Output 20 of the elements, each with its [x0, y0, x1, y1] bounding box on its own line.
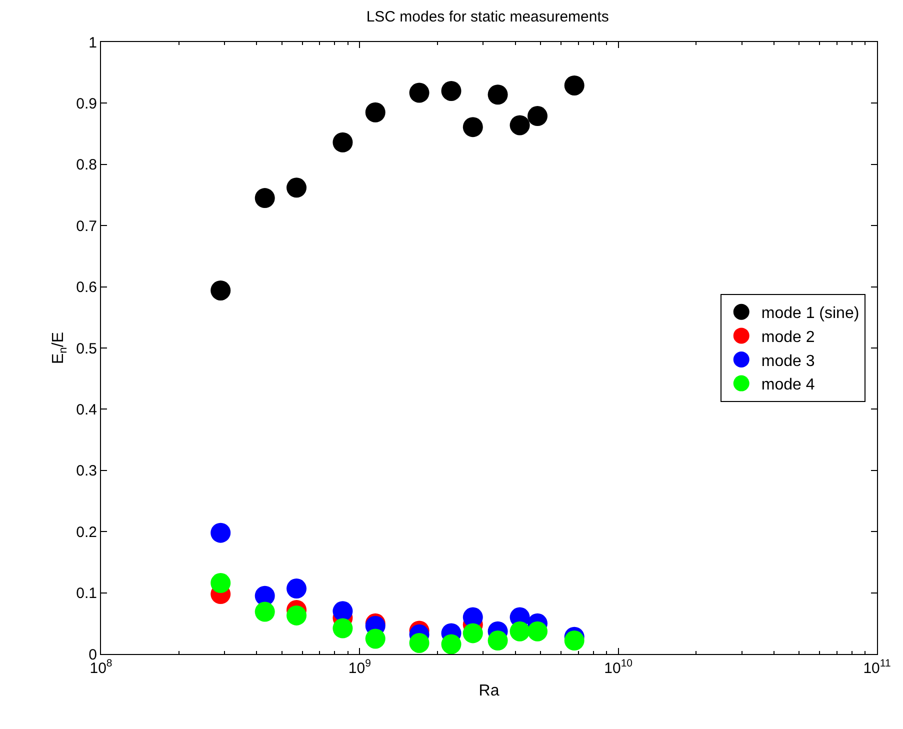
- x-tick-label: 10$^{9}$: [348, 658, 372, 677]
- legend-label: mode 1 (sine): [761, 305, 860, 322]
- y-tick-label: 0.4: [76, 401, 97, 418]
- y-tick-label: 0.8: [76, 156, 97, 174]
- y-tick-label: 0.2: [76, 524, 97, 541]
- y-tick-label: 0.5: [76, 340, 97, 358]
- chart-title: LSC modes for static measurements: [366, 8, 609, 26]
- x-axis-title: Ra: [478, 682, 500, 700]
- y-tick-label: 0.9: [76, 95, 97, 112]
- legend-label: mode 3: [761, 352, 815, 370]
- x-tick-label: 10$^{11}$: [863, 658, 891, 677]
- y-tick-label: 0.6: [76, 279, 97, 296]
- legend-label: mode 2: [761, 328, 815, 346]
- y-tick-label: 0.7: [76, 218, 97, 235]
- y-tick-label: 0.3: [76, 462, 97, 480]
- x-tick-label: 10$^{10}$: [604, 658, 633, 677]
- y-tick-label: 1: [88, 34, 97, 52]
- legend-label: mode 4: [761, 376, 815, 394]
- y-tick-label: 0: [88, 646, 97, 664]
- y-tick-label: 0.1: [76, 585, 97, 602]
